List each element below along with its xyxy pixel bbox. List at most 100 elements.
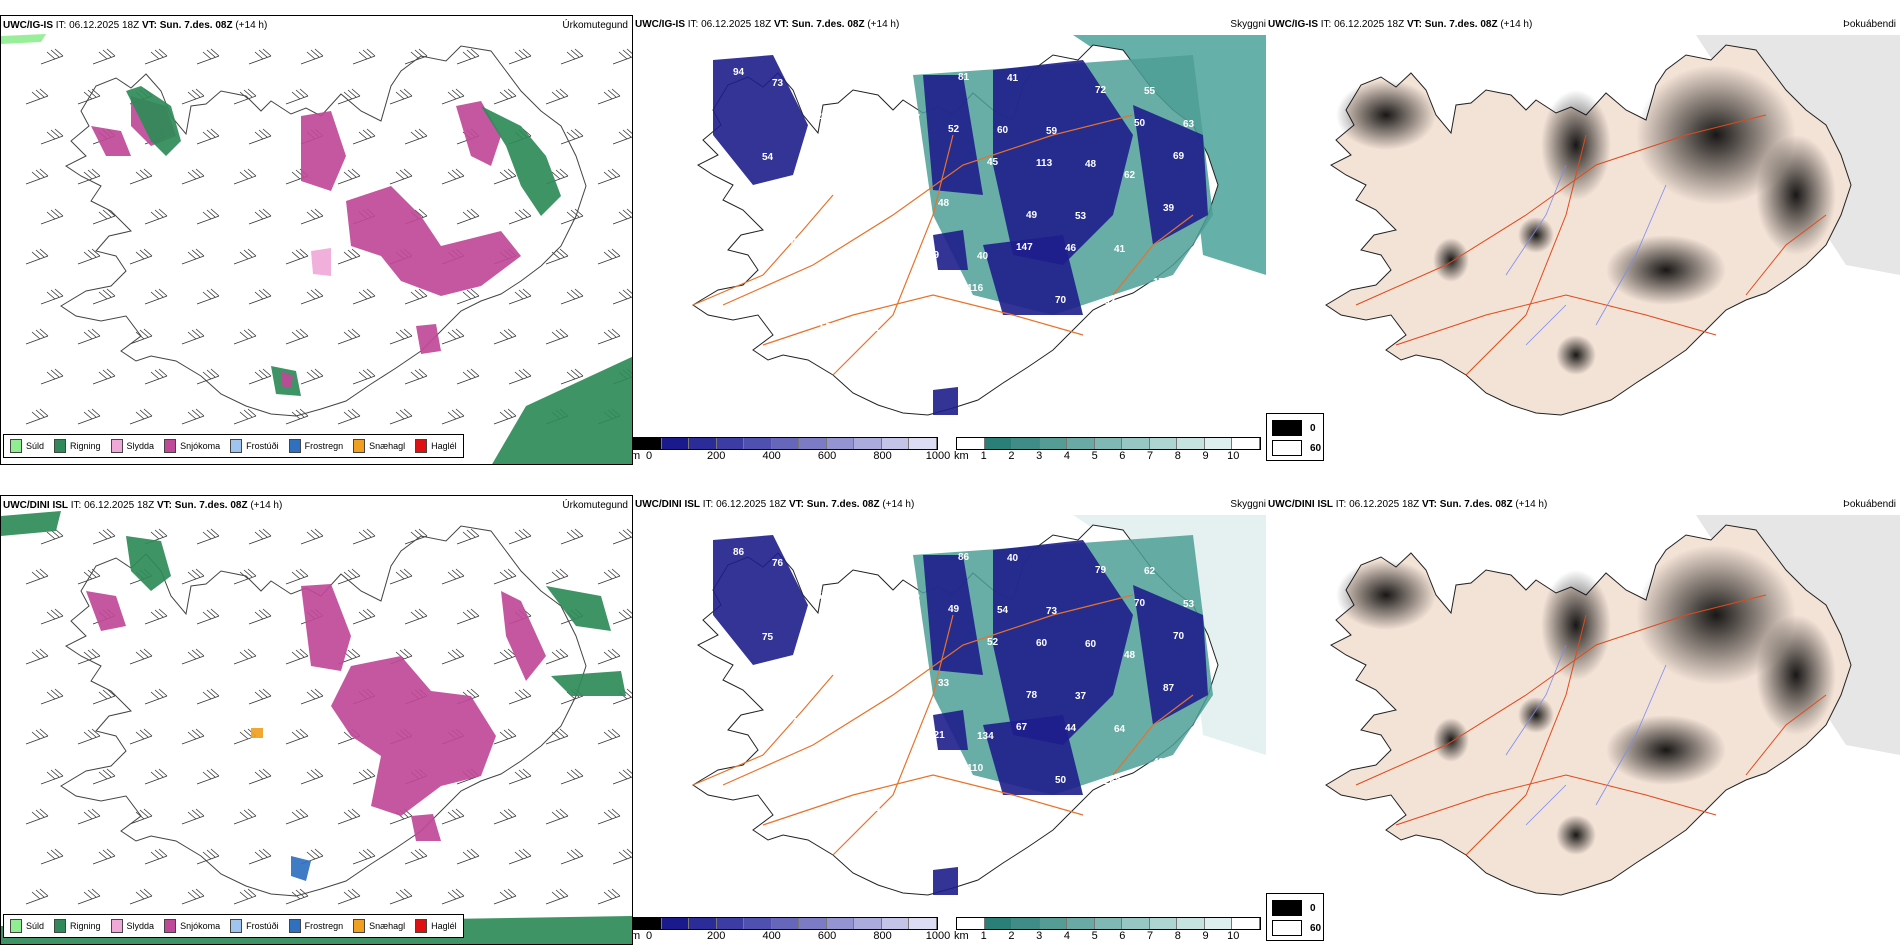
legend-label: Haglél <box>431 921 457 931</box>
fog-legend-label: 60 <box>1310 442 1322 454</box>
legend-label: Súld <box>26 921 45 931</box>
colorbar-tick: 600 <box>817 930 837 942</box>
legend-item-frostúði: Frostúði <box>230 439 279 453</box>
model-name: UWC/DINI ISL <box>635 499 700 510</box>
visibility-value: 55 <box>1006 336 1018 347</box>
lead-time: (+14 h) <box>1515 499 1548 510</box>
legend-item-frostregn: Frostregn <box>288 439 344 453</box>
legend-swatch <box>415 439 428 453</box>
visibility-value: 73 <box>772 78 784 89</box>
colorbar-tick: 4 <box>1063 930 1070 942</box>
legend-swatch <box>353 439 366 453</box>
low-ceiling-area <box>1133 585 1208 725</box>
sea-low-visibility <box>1073 515 1266 755</box>
precip-area <box>311 248 331 276</box>
fog-area <box>1756 135 1836 255</box>
visibility-value: 123 <box>771 321 788 332</box>
visibility-value: 22 <box>752 684 764 695</box>
visibility-value: 157 <box>840 676 857 687</box>
visibility-value: 113 <box>1036 158 1053 169</box>
visibility-value: 49 <box>928 250 940 261</box>
valid-time: Sun. 7.des. 08Z <box>791 19 865 30</box>
init-time: 06.12.2025 18Z <box>69 20 140 31</box>
visibility-value: 86 <box>733 547 745 558</box>
legend-swatch <box>164 439 177 453</box>
legend-label: Slydda <box>126 441 155 451</box>
legend-swatch <box>54 439 67 453</box>
legend-swatch <box>110 919 123 933</box>
visibility-value: 65 <box>811 591 823 602</box>
legend-item-rigning: Rigning <box>54 919 101 933</box>
legend-label: Snjókoma <box>180 921 221 931</box>
panel-title: Skyggni <box>1230 19 1266 30</box>
colorbar-unit: km <box>954 450 969 462</box>
colorbar-tick: 6 <box>1119 930 1126 942</box>
visibility-value: 73 <box>1046 606 1058 617</box>
low-ceiling-area <box>713 55 808 185</box>
visibility-value: 81 <box>801 205 813 216</box>
visibility-value: 76 <box>791 717 803 728</box>
visibility-value: 64 <box>1114 724 1126 735</box>
visibility-value: 54 <box>997 605 1009 616</box>
visibility-value: 61 <box>879 729 891 740</box>
valid-time: Sun. 7.des. 08Z <box>159 20 233 31</box>
legend-label: Frostregn <box>304 441 344 451</box>
visibility-labels: 86 85 40 62 49 86 79 76 72 73 53 56 54 70 65 49 60 75 73 60… <box>733 547 1204 827</box>
visibility-value: 81 <box>958 72 970 83</box>
visibility-value: 57 <box>781 289 793 300</box>
lead-time: (+14 h) <box>250 500 283 511</box>
visibility-value: 93 <box>781 769 793 780</box>
visibility-map[interactable]: 9483415564817273875963476050525248548811… <box>633 15 1266 465</box>
fog-area <box>1541 570 1611 680</box>
fog-map[interactable] <box>1266 495 1900 945</box>
fog-map[interactable] <box>1266 15 1900 465</box>
visibility-value: 46 <box>996 368 1008 379</box>
visibility-value: 262 <box>1104 776 1121 787</box>
low-ceiling-area <box>993 540 1133 745</box>
visibility-value: 56 <box>1143 329 1155 340</box>
precip-map[interactable] <box>1 16 633 465</box>
visibility-value: 55 <box>1192 288 1204 299</box>
rivers <box>1505 644 1667 826</box>
visibility-value: 56 <box>1192 768 1204 779</box>
legend-item-snæhagl: Snæhagl <box>353 919 405 933</box>
fog-area <box>1518 217 1554 253</box>
legend-swatch <box>10 439 22 453</box>
visibility-map[interactable]: 8685406249867976727353565470654960757360… <box>633 495 1266 945</box>
precip-map[interactable] <box>1 496 633 945</box>
visibility-panel-row1: UWC/IG-IS IT: 06.12.2025 18Z VT: Sun. 7.… <box>633 15 1266 465</box>
visibility-value: 39 <box>1163 203 1175 214</box>
colorbar-tick: 1000 <box>925 930 951 942</box>
visibility-value: 53 <box>1183 599 1195 610</box>
panel-header: UWC/DINI ISL IT: 06.12.2025 18Z VT: Sun.… <box>3 500 283 511</box>
precip-area <box>281 371 293 388</box>
precip-area <box>86 591 126 631</box>
fog-legend-label: 0 <box>1310 422 1316 434</box>
colorbar-tick: 400 <box>762 930 781 942</box>
init-time: 06.12.2025 18Z <box>716 499 787 510</box>
ceiling-colorbar: 0 200 400 600 800 1000 m <box>633 437 950 465</box>
visibility-value: 45 <box>987 157 999 168</box>
legend-item-snjókoma: Snjókoma <box>164 919 220 933</box>
precip-area <box>346 186 521 296</box>
model-name: UWC/IG-IS <box>635 19 685 30</box>
legend-label: Snæhagl <box>369 441 406 451</box>
visibility-value: 39 <box>840 196 852 207</box>
colorbar-tick: 3 <box>1036 450 1043 462</box>
visibility-colorbar: 1 2 3 4 5 6 7 8 9 10 km <box>954 917 1261 945</box>
ceiling-colorbar: 0 200 400 600 800 1000 m <box>633 917 950 945</box>
init-time: 06.12.2025 18Z <box>1349 499 1420 510</box>
visibility-value: 51 <box>957 335 969 346</box>
visibility-value: 203 <box>879 249 896 260</box>
fog-swatch <box>1272 440 1302 456</box>
legend-swatch <box>10 919 22 933</box>
precip-area <box>301 584 351 671</box>
colorbar-tick: 10 <box>1227 930 1240 942</box>
visibility-value: 112 <box>918 762 935 773</box>
fog-legend-row: 60 <box>1272 920 1321 936</box>
colorbar-tick: 800 <box>873 930 892 942</box>
legend-swatch <box>110 439 123 453</box>
visibility-value: 95 <box>859 375 871 386</box>
panel-title: Úrkomutegund <box>562 20 628 31</box>
lead-time: (+14 h) <box>867 19 900 30</box>
